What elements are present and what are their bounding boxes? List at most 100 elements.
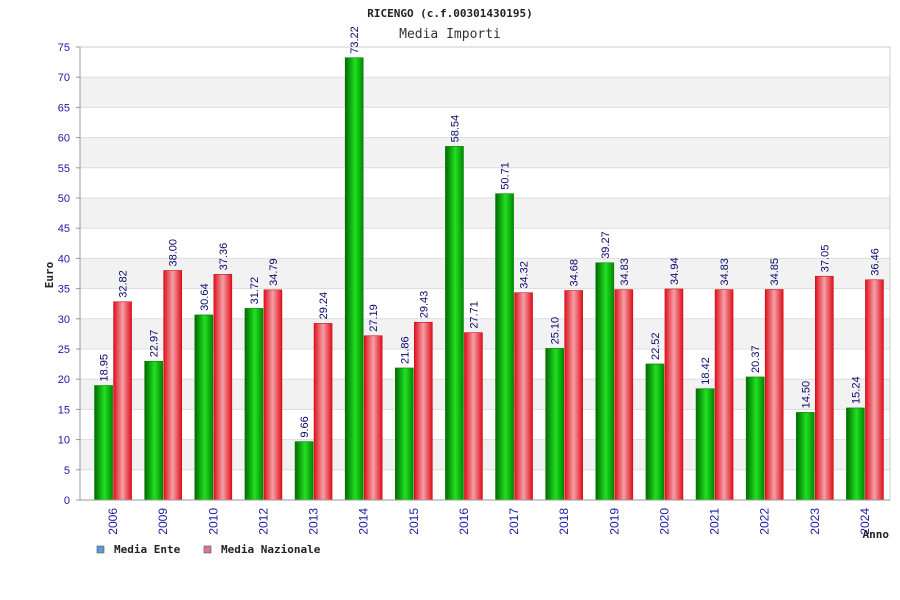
bar-ente-2020: [645, 363, 665, 501]
bar-nazionale-2016: [464, 332, 483, 501]
bar-nazionale-2017: [514, 292, 533, 501]
value-label-nazionale-2019: 34.83: [619, 258, 631, 286]
value-label-nazionale-2018: 34.68: [569, 259, 581, 287]
x-tick-label-2018: 2018: [557, 508, 571, 535]
bar-ente-2022: [745, 376, 765, 501]
x-tick-label-2017: 2017: [507, 508, 521, 535]
value-label-nazionale-2022: 34.85: [769, 258, 781, 286]
bar-ente-2014: [344, 57, 364, 501]
value-label-ente-2016: 58.54: [449, 115, 461, 143]
value-label-nazionale-2020: 34.94: [669, 257, 681, 285]
y-tick-label: 45: [58, 223, 70, 235]
bar-nazionale-2021: [714, 289, 734, 501]
y-tick-label: 65: [58, 102, 70, 114]
x-tick-label-2013: 2013: [307, 508, 321, 535]
value-label-ente-2017: 50.71: [500, 162, 512, 190]
bar-ente-2019: [595, 262, 615, 501]
y-tick-label: 15: [58, 404, 70, 416]
bar-nazionale-2015: [414, 321, 433, 501]
value-label-nazionale-2016: 27.71: [468, 301, 480, 329]
y-tick-label: 0: [64, 495, 70, 507]
x-tick-label-2006: 2006: [106, 508, 120, 535]
x-tick-label-2019: 2019: [607, 508, 621, 535]
value-label-nazionale-2017: 34.32: [519, 261, 531, 289]
bar-ente-2006: [94, 385, 113, 501]
y-tick-label: 35: [58, 284, 70, 296]
x-tick-label-2023: 2023: [808, 508, 822, 535]
x-axis-ticks: 2006 2009 2010 2012 2013 2014 2015 2016 2017 2018…: [106, 508, 872, 535]
bar-ente-2010: [194, 314, 214, 501]
value-label-ente-2010: 30.64: [199, 283, 211, 311]
legend-label-media-ente: Media Ente: [114, 543, 181, 556]
x-tick-label-2020: 2020: [657, 508, 671, 535]
value-label-ente-2013: 9.66: [299, 416, 311, 437]
x-tick-label-2009: 2009: [156, 508, 170, 535]
bar-ente-2018: [545, 348, 564, 501]
legend: Media Ente Media Nazionale: [96, 543, 321, 556]
bar-ente-2016: [445, 146, 464, 501]
bar-nazionale-2019: [614, 289, 634, 501]
bar-ente-2009: [144, 360, 163, 501]
x-axis-label: Anno: [863, 528, 890, 541]
value-label-nazionale-2024: 36.46: [869, 248, 881, 276]
y-tick-label: 70: [58, 72, 70, 84]
bar-nazionale-2024: [865, 279, 884, 501]
bar-nazionale-2010: [213, 274, 233, 501]
value-label-nazionale-2014: 27.19: [368, 304, 380, 332]
value-label-nazionale-2015: 29.43: [418, 291, 430, 319]
grid-band: [80, 137, 890, 168]
y-tick-label: 75: [58, 42, 70, 54]
legend-label-media-nazionale: Media Nazionale: [221, 543, 321, 556]
bar-nazionale-2013: [313, 323, 333, 501]
x-tick-label-2014: 2014: [357, 508, 371, 535]
x-tick-label-2021: 2021: [708, 508, 722, 535]
bar-ente-2013: [294, 441, 314, 501]
y-tick-label: 5: [64, 465, 70, 477]
y-tick-label: 60: [58, 133, 70, 145]
value-label-nazionale-2012: 34.79: [268, 258, 280, 286]
bar-nazionale-2023: [815, 275, 834, 501]
value-label-ente-2006: 18.95: [99, 354, 111, 382]
value-label-ente-2014: 73.22: [349, 26, 361, 54]
bars: [94, 57, 884, 501]
y-axis-label: Euro: [43, 261, 56, 288]
value-label-ente-2019: 39.27: [600, 231, 612, 259]
x-tick-label-2012: 2012: [256, 508, 270, 535]
x-tick-label-2015: 2015: [407, 508, 421, 535]
bar-ente-2017: [495, 193, 514, 501]
y-tick-label: 40: [58, 253, 70, 265]
bar-ente-2021: [695, 388, 715, 501]
y-axis-ticks: 0 5 10 15 20 25 30 35 40 45 50 55 60 65 70 75: [58, 42, 80, 507]
x-tick-label-2010: 2010: [206, 508, 220, 535]
value-label-ente-2018: 25.10: [550, 317, 562, 345]
value-label-ente-2024: 15.24: [850, 376, 862, 404]
grid-band: [80, 198, 890, 229]
bar-ente-2012: [244, 308, 264, 501]
x-tick-label-2022: 2022: [758, 508, 772, 535]
grid-band: [80, 77, 890, 108]
bar-nazionale-2012: [263, 289, 283, 501]
bar-nazionale-2014: [363, 335, 383, 501]
bar-nazionale-2022: [764, 289, 784, 501]
chart-subtitle: Media Importi: [399, 27, 501, 42]
x-tick-label-2024: 2024: [858, 508, 872, 535]
legend-swatch-media-ente: [96, 545, 105, 554]
y-tick-label: 55: [58, 163, 70, 175]
value-labels: 18.95 32.82 22.97 38.00 30.64 37.36 31.72 34.79…: [99, 26, 882, 437]
bar-ente-2024: [846, 407, 865, 501]
value-label-nazionale-2023: 37.05: [819, 245, 831, 273]
x-tick-label-2016: 2016: [457, 508, 471, 535]
value-label-ente-2015: 21.86: [399, 336, 411, 364]
value-label-nazionale-2006: 32.82: [118, 270, 130, 298]
bar-nazionale-2006: [113, 301, 132, 501]
y-tick-label: 50: [58, 193, 70, 205]
y-tick-label: 25: [58, 344, 70, 356]
bar-nazionale-2020: [664, 288, 684, 501]
bar-ente-2015: [395, 367, 414, 501]
value-label-ente-2021: 18.42: [700, 357, 712, 385]
chart-title: RICENGO (c.f.00301430195): [367, 7, 533, 20]
value-label-nazionale-2021: 34.83: [719, 258, 731, 286]
legend-swatch-media-nazionale: [203, 545, 212, 554]
y-tick-label: 20: [58, 374, 70, 386]
